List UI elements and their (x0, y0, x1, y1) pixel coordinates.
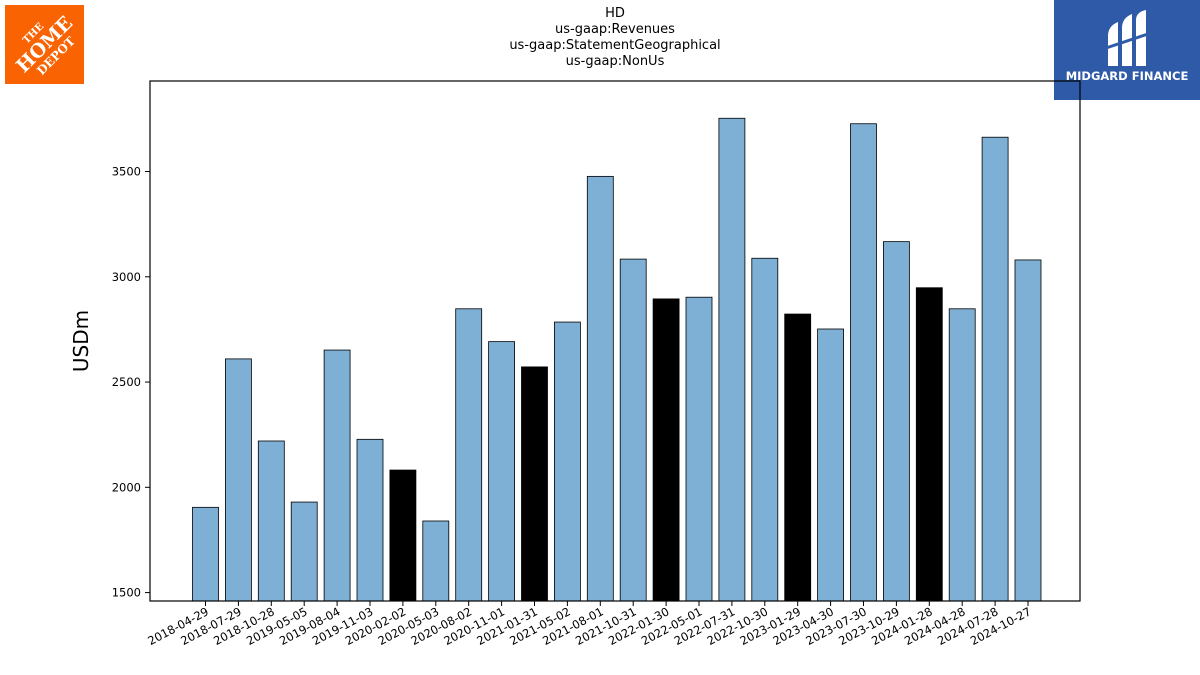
chart-title: HD us-gaap:Revenues us-gaap:StatementGeo… (300, 6, 930, 70)
title-line-3: us-gaap:StatementGeographical (509, 38, 721, 53)
title-line-4: us-gaap:NonUs (565, 54, 665, 69)
bar-2021-10-31 (619, 258, 647, 602)
y-tick-label: 3500 (112, 165, 141, 179)
bar-2022-01-30 (652, 298, 680, 602)
bar-2022-07-31 (718, 117, 746, 602)
bar-2022-10-30 (751, 257, 779, 602)
title-line-1: HD (605, 6, 625, 21)
midgard-mark-icon (1105, 10, 1149, 66)
bar-2019-08-04 (323, 349, 351, 602)
bar-2020-11-01 (488, 341, 516, 602)
bar-2020-02-02 (389, 469, 417, 602)
bar-2023-04-30 (817, 328, 844, 602)
y-tick-label: 2000 (112, 480, 141, 494)
bar-2021-05-02 (554, 321, 581, 602)
bar-2018-04-29 (192, 506, 219, 602)
y-axis-label: USDm (69, 310, 93, 372)
bar-2020-08-02 (455, 308, 483, 602)
midgard-finance-name: MIDGARD FINANCE (1065, 69, 1189, 83)
y-tick-label: 3000 (112, 270, 141, 284)
y-axis: 1500 2000 2500 3000 3500 (112, 165, 150, 600)
bar-2021-08-01 (586, 175, 614, 602)
bar-2024-01-28 (915, 287, 943, 602)
bars-group (192, 117, 1042, 602)
bar-2022-05-01 (685, 296, 713, 602)
bar-2018-07-29 (224, 358, 252, 602)
midgard-finance-logo: MIDGARD FINANCE (1054, 0, 1200, 100)
bar-2024-07-28 (981, 136, 1009, 602)
title-line-2: us-gaap:Revenues (555, 22, 675, 37)
home-depot-logo: THE HOME DEPOT (5, 5, 84, 84)
x-axis: 2018-04-292018-07-292018-10-282019-05-05… (145, 601, 1033, 648)
bar-2024-10-27 (1014, 259, 1042, 602)
bar-2020-05-03 (422, 520, 450, 602)
y-tick-label: 2500 (112, 375, 141, 389)
bar-2024-04-28 (948, 308, 976, 602)
bar-2019-05-05 (290, 501, 318, 602)
bar-2019-11-03 (356, 438, 384, 602)
bar-2023-07-30 (850, 123, 877, 602)
bar-2021-01-31 (521, 366, 548, 602)
bar-2023-10-29 (883, 241, 910, 602)
plot-frame (149, 80, 1081, 602)
bar-2023-01-29 (784, 313, 812, 602)
y-tick-label: 1500 (112, 586, 141, 600)
bar-2018-10-28 (257, 440, 285, 602)
